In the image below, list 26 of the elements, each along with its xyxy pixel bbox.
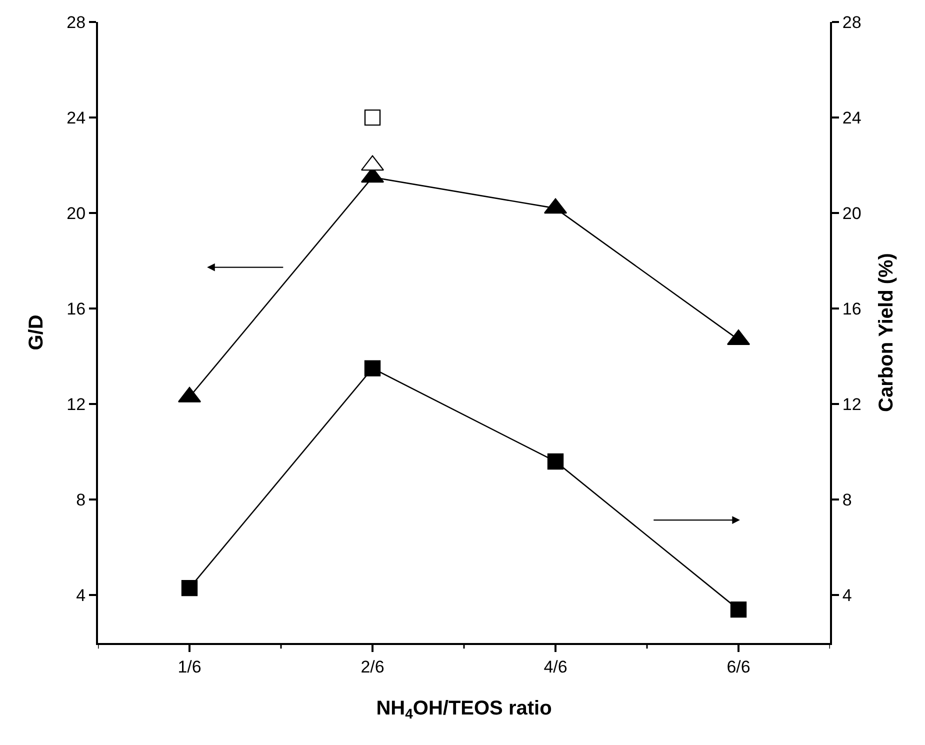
x-axis-title: NH$_{4}$OH/TEOS ratio — [376, 697, 552, 722]
x-tick-label: 6/6 — [726, 657, 750, 676]
y-tick-label: 24 — [66, 108, 86, 128]
y-axis-title: G/D — [26, 314, 48, 350]
x-tick-label: 4/6 — [544, 657, 568, 676]
y-tick-label: 4 — [76, 586, 86, 606]
y2-tick-label: 24 — [842, 108, 862, 128]
point — [181, 580, 198, 596]
y-tick-label: 20 — [66, 204, 86, 224]
y2-tick-label: 16 — [842, 300, 862, 319]
y2-tick-label: 8 — [842, 490, 852, 510]
point — [547, 453, 564, 470]
y-tick-label: 28 — [66, 12, 86, 32]
y2-tick-label: 20 — [842, 204, 862, 224]
y-tick-label: 12 — [66, 395, 86, 414]
y-tick-label: 8 — [76, 490, 86, 510]
y2-tick-label: 12 — [842, 395, 862, 414]
y2-axis-title: Carbon Yield (%) — [875, 253, 898, 412]
x-tick-label: 1/6 — [178, 657, 202, 676]
y2-tick-label: 28 — [842, 12, 862, 32]
point — [730, 601, 747, 618]
y2-tick-label: 4 — [842, 586, 852, 606]
point — [364, 109, 381, 126]
x-tick-label: 2/6 — [360, 657, 384, 676]
y-tick-label: 16 — [66, 300, 86, 319]
point — [364, 360, 381, 376]
